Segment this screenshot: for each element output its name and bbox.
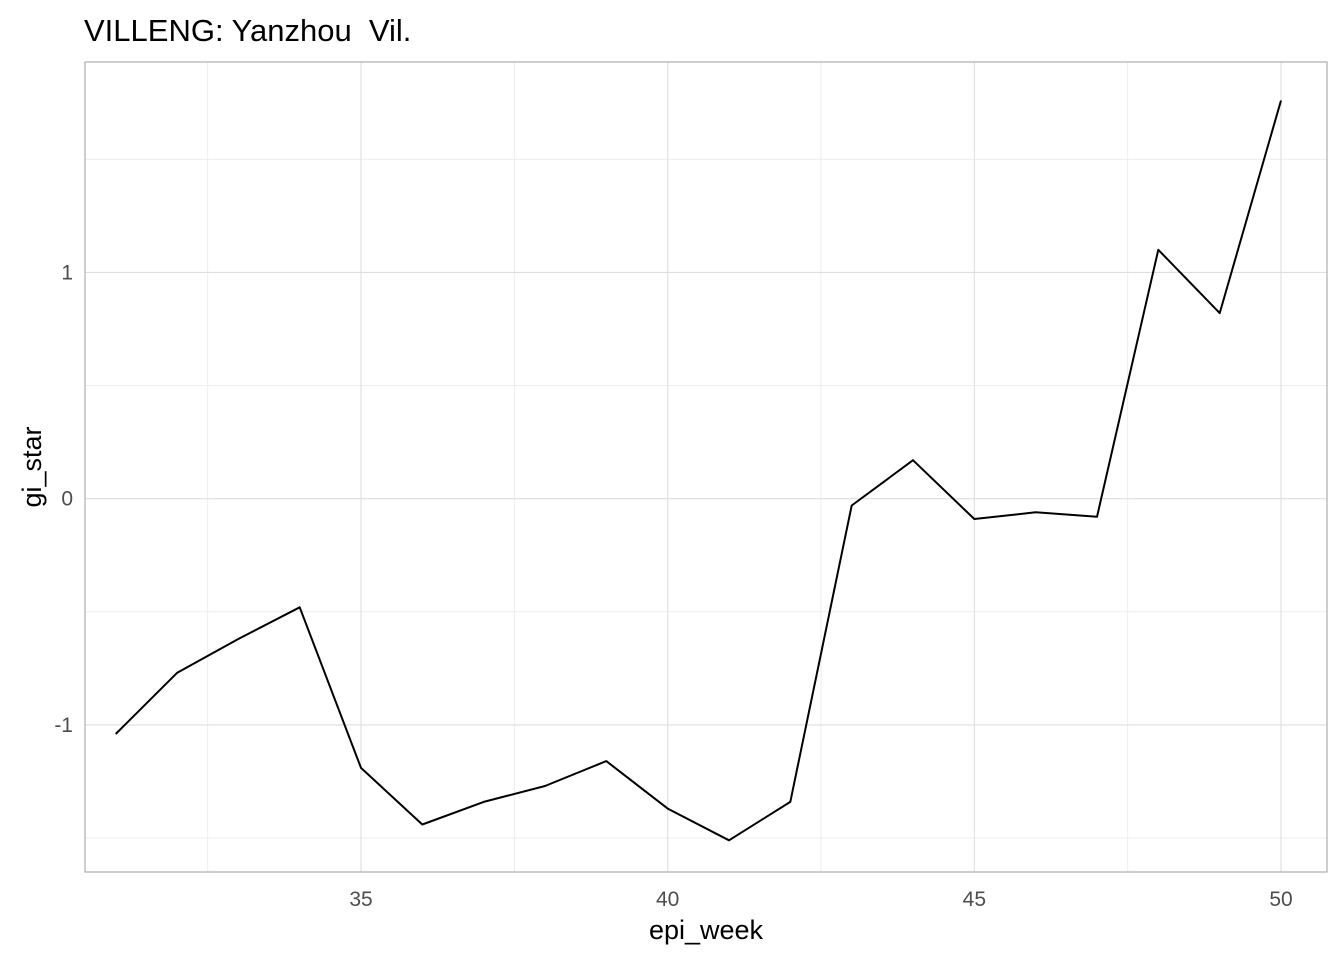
x-tick-label: 40 [656,888,679,911]
x-tick-label: 45 [963,888,986,911]
x-tick-label: 35 [349,888,372,911]
plot-panel [84,61,1328,873]
chart-title: VILLENG: Yanzhou Vil. [84,13,411,48]
x-axis-title: epi_week [649,915,764,945]
series [114,100,1282,842]
series-line [114,100,1282,842]
y-tick-label: 1 [61,261,73,284]
y-axis-title: gi_star [17,426,47,507]
y-tick-label: -1 [54,714,73,737]
x-tick-label: 50 [1269,888,1292,911]
grid [85,62,1327,872]
x-axis: 35 40 45 50 [349,888,1292,911]
y-axis: -1 0 1 [54,261,73,737]
y-tick-label: 0 [61,488,73,511]
